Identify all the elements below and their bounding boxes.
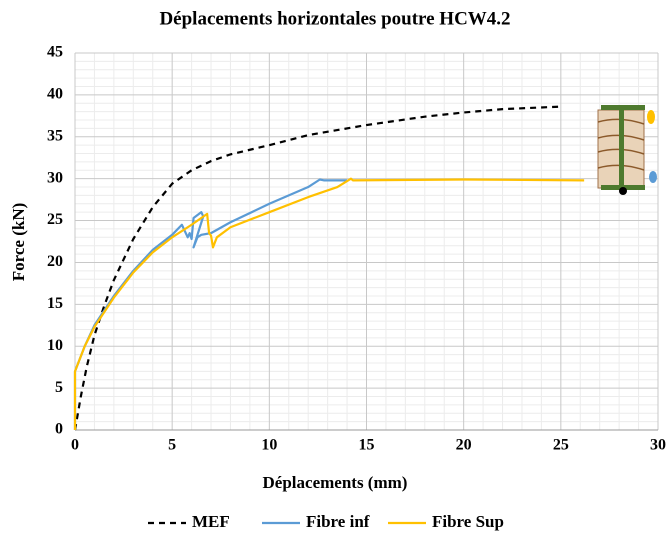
inf-gauge (649, 171, 657, 183)
series-line (73, 105, 561, 431)
chart-title: Déplacements horizontales poutre HCW4.2 (159, 8, 510, 29)
y-tick-label: 35 (47, 127, 63, 144)
y-tick-label: 45 (47, 44, 63, 61)
x-tick-label: 30 (650, 437, 666, 454)
series-line (73, 177, 585, 430)
legend-label: Fibre inf (306, 512, 370, 531)
y-tick-label: 20 (47, 253, 63, 270)
y-tick-label: 15 (47, 295, 63, 312)
beam-icon (597, 105, 657, 195)
x-tick-label: 5 (168, 437, 176, 454)
y-tick-label: 5 (55, 379, 63, 396)
top-flange (601, 105, 645, 110)
y-tick-label: 10 (47, 337, 63, 354)
web (619, 110, 624, 185)
y-tick-label: 25 (47, 211, 63, 228)
legend-label: Fibre Sup (432, 512, 504, 531)
y-tick-label: 0 (55, 421, 63, 438)
y-tick-label: 40 (47, 86, 63, 103)
x-tick-label: 10 (261, 437, 277, 454)
plot (73, 105, 585, 431)
sup-gauge (647, 110, 655, 124)
x-tick-label: 20 (456, 437, 472, 454)
legend-label: MEF (192, 512, 230, 531)
x-tick-label: 25 (553, 437, 569, 454)
x-axis-label: Déplacements (mm) (263, 473, 408, 492)
x-tick-label: 0 (71, 437, 79, 454)
y-tick-label: 30 (47, 169, 63, 186)
grid: 0 5 10 15 20 25 30 0 5 10 15 20 25 30 35 40 45 (47, 44, 666, 454)
x-tick-label: 15 (359, 437, 375, 454)
legend: MEF Fibre inf Fibre Sup (148, 512, 504, 531)
y-axis-label: Force (kN) (9, 203, 28, 282)
support (619, 187, 627, 195)
